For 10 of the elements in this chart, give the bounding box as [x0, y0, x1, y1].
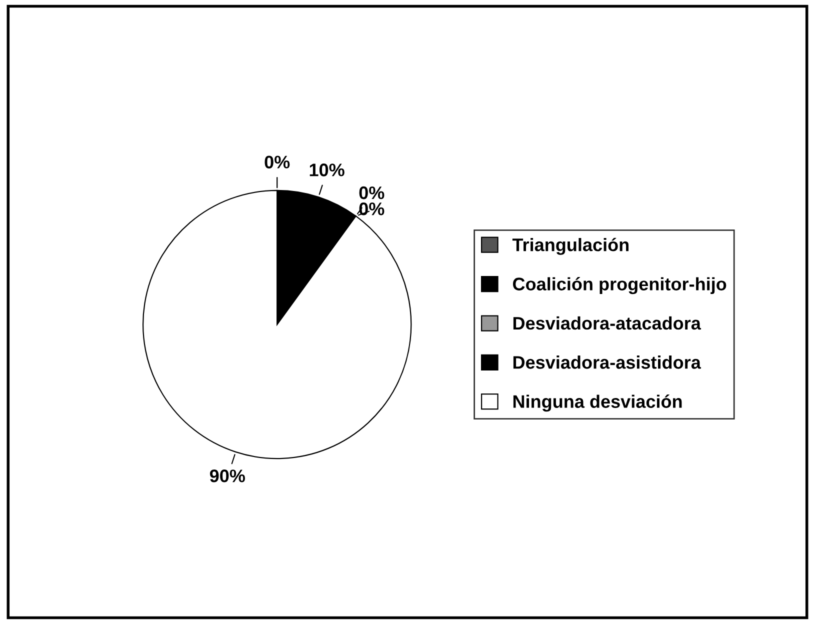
legend-label: Triangulación [512, 238, 629, 255]
legend-label: Desviadora-atacadora [513, 316, 702, 330]
legend-label: Desviadora-asistidora [513, 356, 702, 369]
text: 0% [359, 202, 384, 216]
data-label: 90% [210, 470, 245, 482]
data-label: 10% [310, 164, 344, 176]
text: 0% [264, 156, 290, 168]
legend-label: Coalición progenitor-hijo [512, 277, 726, 294]
text: 0% [359, 186, 384, 200]
legend-label: Ninguna desviación [513, 394, 682, 412]
